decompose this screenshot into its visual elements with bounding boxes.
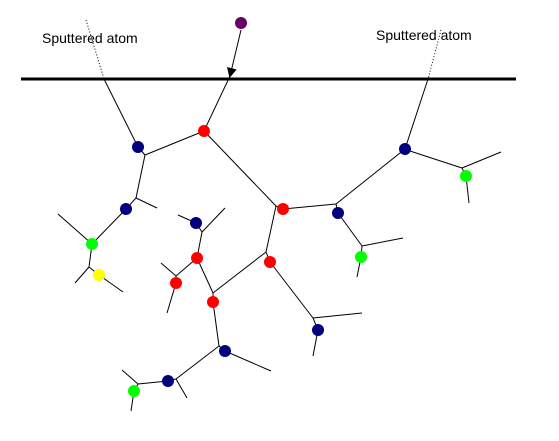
trajectory-line [335,148,406,205]
blue-atom [190,217,202,229]
sputtered-atom-label-left: Sputtered atom [42,30,138,46]
red-atom [264,256,276,268]
trajectory-line [224,350,272,372]
trajectory-line [312,312,363,319]
trajectory-line [121,369,139,385]
trajectory-line [269,261,314,319]
sputtered-path-right-dotted [427,29,442,80]
sputtered-path-left [103,78,139,148]
red-atom [207,296,219,308]
trajectory-line [203,130,277,207]
red-atom [191,252,203,264]
sputtered-atom-label-right: Sputtered atom [376,27,472,43]
trajectory-line [212,301,220,347]
cascade-lines [57,130,502,412]
yellow-atom [93,269,105,281]
sputtered-path-left-dotted [85,19,105,80]
blue-atom [332,207,344,219]
blue-atom [312,324,324,336]
trajectory-line [203,75,231,132]
incoming-ion [235,17,247,29]
trajectory-line [175,345,220,380]
blue-atom [219,345,231,357]
sputtered-path-right [404,78,429,150]
trajectory-line [91,208,127,245]
trajectory-line [337,212,363,247]
red-atom [170,277,182,289]
trajectory-line [175,378,188,399]
red-atom [198,125,210,137]
blue-atom [399,143,411,155]
blue-atom [120,203,132,215]
trajectory-line [212,251,267,294]
trajectory-line [74,266,90,284]
red-atom [277,203,289,215]
trajectory-line [461,151,502,169]
green-atom [86,238,98,250]
trajectory-line [201,207,226,233]
trajectory-line [135,154,146,199]
trajectory-line [361,237,404,247]
trajectory-line [57,213,93,245]
green-atom [128,385,140,397]
trajectory-line [144,130,205,156]
green-atom [355,251,367,263]
trajectory-line [160,262,177,277]
trajectory-line [135,197,158,209]
incoming-trajectory [226,29,242,78]
trajectory-line [265,205,277,253]
trajectory-line [412,151,463,169]
blue-atom [132,141,144,153]
trajectory-line [196,257,214,294]
blue-atom [162,375,174,387]
green-atom [460,170,472,182]
trajectory-line [282,203,337,210]
